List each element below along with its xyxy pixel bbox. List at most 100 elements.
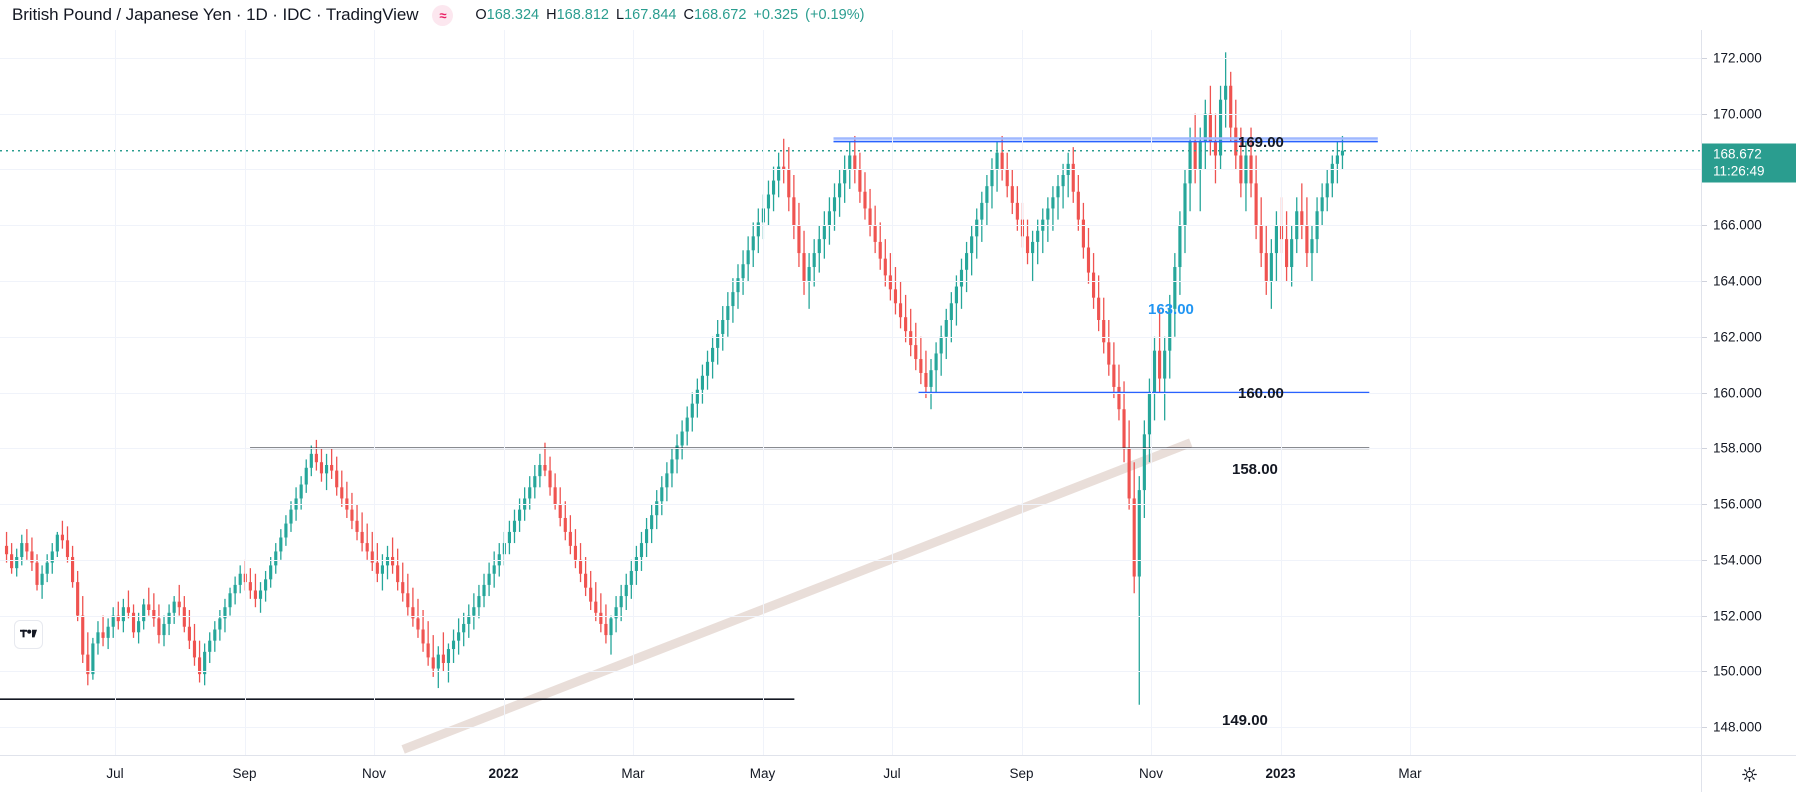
candle-body bbox=[771, 180, 776, 195]
candle-body bbox=[589, 587, 593, 602]
price-level-label[interactable]: 169.00 bbox=[1238, 133, 1284, 151]
candle-body bbox=[1330, 163, 1334, 184]
candle-body bbox=[655, 501, 659, 516]
price-level-label[interactable]: 160.00 bbox=[1238, 384, 1284, 402]
candle-body bbox=[578, 559, 583, 574]
candle-body bbox=[111, 615, 115, 627]
candle-body bbox=[1056, 186, 1060, 198]
candle-body bbox=[883, 258, 887, 276]
candle-body bbox=[228, 593, 232, 608]
candle-body bbox=[65, 540, 70, 558]
candle-body bbox=[843, 169, 847, 184]
candle-body bbox=[492, 565, 496, 574]
candle-body bbox=[543, 465, 547, 471]
candle-body bbox=[853, 155, 857, 170]
tradingview-logo[interactable] bbox=[14, 620, 43, 649]
candle-body bbox=[573, 545, 578, 560]
candle-body bbox=[1279, 225, 1284, 240]
candle-body bbox=[863, 191, 867, 209]
candle-body bbox=[787, 169, 791, 198]
candle-body bbox=[1264, 253, 1268, 281]
candle-body bbox=[898, 303, 903, 318]
chart-header: British Pound / Japanese Yen · 1D · IDC … bbox=[0, 0, 1796, 30]
grid-line-vertical bbox=[115, 30, 116, 755]
candle-body bbox=[86, 654, 90, 675]
grid-line-vertical bbox=[892, 30, 893, 755]
close-value: 168.672 bbox=[693, 7, 747, 23]
candle-body bbox=[35, 562, 39, 585]
candle-body bbox=[639, 543, 644, 558]
symbol-title[interactable]: British Pound / Japanese Yen · 1D · IDC … bbox=[12, 5, 419, 24]
candle-body bbox=[1213, 141, 1218, 156]
candle-body bbox=[1259, 225, 1263, 254]
candle-body bbox=[721, 320, 725, 334]
candle-body bbox=[4, 545, 9, 555]
current-price-badge[interactable]: 168.672 11:26:49 bbox=[1702, 143, 1796, 183]
grid-line-vertical bbox=[1021, 30, 1023, 755]
change-percent: (+0.19%) bbox=[805, 7, 865, 23]
candle-body bbox=[680, 431, 684, 446]
grid-line-horizontal bbox=[0, 113, 1701, 115]
grid-line-vertical bbox=[374, 30, 375, 755]
low-label: L bbox=[616, 7, 625, 23]
candle-body bbox=[253, 590, 258, 599]
candle-body bbox=[50, 551, 54, 563]
price-level-label[interactable]: 158.00 bbox=[1232, 461, 1278, 479]
candle-body bbox=[477, 596, 481, 608]
candle-body bbox=[1290, 239, 1294, 268]
candle-body bbox=[695, 389, 699, 404]
grid-line-horizontal bbox=[0, 336, 1701, 338]
candle-body bbox=[304, 467, 308, 485]
price-level-label[interactable]: 149.00 bbox=[1222, 712, 1268, 730]
candle-body bbox=[248, 582, 252, 591]
chart-pane[interactable] bbox=[0, 30, 1701, 755]
chart-settings-button[interactable] bbox=[1701, 756, 1796, 792]
grid-line-horizontal bbox=[0, 671, 1701, 673]
candle-body bbox=[30, 551, 34, 563]
candle-body bbox=[939, 336, 943, 354]
candle-body bbox=[1335, 155, 1339, 164]
candle-body bbox=[284, 523, 288, 538]
candle-body bbox=[716, 333, 720, 348]
price-axis-tick-mark bbox=[1702, 225, 1707, 227]
candle-body bbox=[106, 626, 110, 638]
grid-line-horizontal bbox=[0, 559, 1701, 561]
open-label: O bbox=[475, 7, 487, 23]
candle-body bbox=[746, 250, 750, 265]
candle-body bbox=[1320, 197, 1324, 212]
candle-body bbox=[482, 584, 486, 597]
data-source-icon: ≈ bbox=[432, 4, 454, 26]
candle-body bbox=[269, 565, 273, 580]
price-axis-tick: 166.000 bbox=[1713, 217, 1762, 233]
candle-body bbox=[1107, 342, 1111, 365]
candle-body bbox=[1147, 392, 1152, 435]
price-level-label[interactable]: 163.00 bbox=[1148, 300, 1194, 318]
tradingview-logo-icon bbox=[20, 629, 37, 638]
current-price-value: 168.672 bbox=[1713, 146, 1762, 162]
candle-body bbox=[777, 166, 781, 181]
candle-body bbox=[411, 607, 415, 619]
time-axis[interactable]: Jul Sep Nov 2022 Mar May Jul Sep Nov 2023 Mar bbox=[0, 755, 1796, 792]
grid-line-horizontal bbox=[0, 392, 1701, 394]
candle-body bbox=[599, 612, 603, 624]
candle-body bbox=[1086, 247, 1091, 273]
candle-body bbox=[1025, 236, 1030, 254]
candle-body bbox=[878, 241, 882, 259]
grid-line-horizontal bbox=[0, 727, 1701, 729]
candle-body bbox=[157, 618, 161, 636]
candle-body bbox=[1097, 297, 1101, 320]
candle-body bbox=[309, 453, 313, 468]
candle-body bbox=[1203, 113, 1207, 142]
candle-body bbox=[807, 267, 811, 281]
candle-body bbox=[1076, 191, 1080, 220]
candle-body bbox=[944, 320, 948, 337]
candle-body bbox=[1010, 186, 1014, 203]
grid-line-vertical bbox=[1151, 30, 1152, 755]
candle-body bbox=[177, 601, 181, 608]
candle-body bbox=[1173, 267, 1177, 309]
price-axis[interactable]: JPY ▾ 172.000170.000166.000164.000162.00… bbox=[1701, 0, 1796, 755]
candle-body bbox=[700, 375, 705, 390]
candle-body bbox=[1254, 183, 1258, 226]
candle-body bbox=[1198, 141, 1202, 170]
trendline[interactable] bbox=[401, 438, 1193, 754]
